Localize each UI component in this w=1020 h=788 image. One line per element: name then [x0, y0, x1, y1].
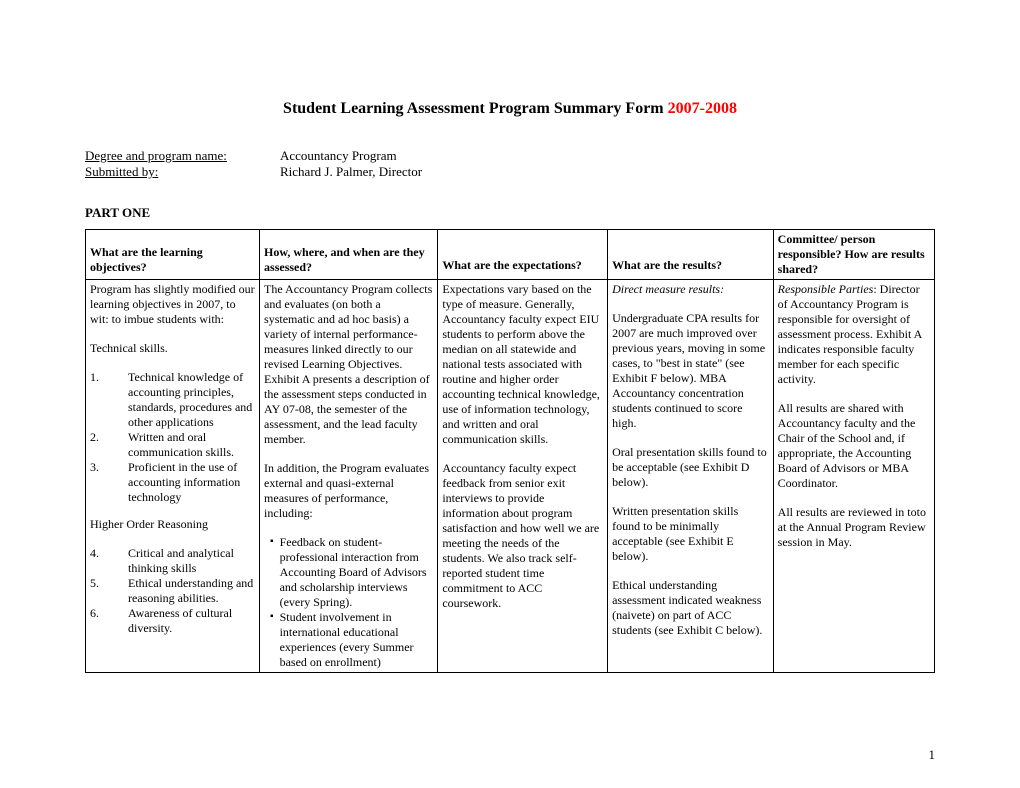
li-text: Critical and analytical thinking skills: [110, 546, 255, 576]
title-main-text: Student Learning Assessment Program Summ…: [283, 100, 668, 117]
list-item: 5.Ethical understanding and reasoning ab…: [90, 576, 255, 606]
bullet-text: Student involvement in international edu…: [280, 610, 434, 670]
header-c5-text: Committee/ person responsible? How are r…: [778, 232, 925, 276]
degree-value: Accountancy Program: [280, 148, 397, 164]
col3-p2: Accountancy faculty expect feedback from…: [442, 461, 603, 611]
col5-p1-text: Director of Accountancy Program is respo…: [778, 282, 922, 386]
body-row: Program has slightly modified our learni…: [86, 280, 935, 673]
col5-p2: All results are shared with Accountancy …: [778, 401, 930, 491]
part-one-heading: PART ONE: [85, 205, 935, 221]
page-number: 1: [929, 747, 936, 763]
cell-results: Direct measure results: Undergraduate CP…: [608, 280, 774, 673]
col1-list-higher: 4.Critical and analytical thinking skill…: [90, 546, 255, 636]
col5-heading-text: Responsible Parties: [778, 282, 874, 296]
col1-higher-heading: Higher Order Reasoning: [90, 517, 255, 532]
li-text: Technical knowledge of accounting princi…: [110, 370, 255, 430]
cell-expectations: Expectations vary based on the type of m…: [438, 280, 608, 673]
meta-block: Degree and program name Accountancy Prog…: [85, 148, 935, 180]
cell-responsible: Responsible Parties: Director of Account…: [773, 280, 934, 673]
title-year-text: 2007-2008: [668, 100, 737, 117]
degree-label: Degree and program name: [85, 148, 280, 164]
li-text: Written and oral communication skills.: [110, 430, 255, 460]
header-c4-text: What are the results?: [612, 258, 722, 272]
header-learning-objectives: What are the learning objectives?: [86, 230, 260, 280]
col3-p1: Expectations vary based on the type of m…: [442, 282, 603, 447]
assessment-table: What are the learning objectives? How, w…: [85, 229, 935, 673]
header-c2-text: How, where, and when are they assessed?: [264, 245, 425, 274]
header-how-assessed: How, where, and when are they assessed?: [260, 230, 438, 280]
col4-heading: Direct measure results:: [612, 282, 769, 297]
submitted-value: Richard J. Palmer, Director: [280, 164, 422, 180]
list-item: 4.Critical and analytical thinking skill…: [90, 546, 255, 576]
meta-row-submitted: Submitted by Richard J. Palmer, Director: [85, 164, 935, 180]
list-item: 1.Technical knowledge of accounting prin…: [90, 370, 255, 430]
cell-how-assessed: The Accountancy Program collects and eva…: [260, 280, 438, 673]
col2-bullets: Feedback on student-professional interac…: [264, 535, 433, 670]
col4-p1: Undergraduate CPA results for 2007 are m…: [612, 311, 769, 431]
header-expectations: What are the expectations?: [438, 230, 608, 280]
col2-p2: In addition, the Program evaluates exter…: [264, 461, 433, 521]
col2-p1: The Accountancy Program collects and eva…: [264, 282, 433, 447]
list-item: Student involvement in international edu…: [270, 610, 433, 670]
list-item: Feedback on student-professional interac…: [270, 535, 433, 610]
meta-row-degree: Degree and program name Accountancy Prog…: [85, 148, 935, 164]
header-responsible: Committee/ person responsible? How are r…: [773, 230, 934, 280]
col4-p3: Written presentation skills found to be …: [612, 504, 769, 564]
li-text: Awareness of cultural diversity.: [110, 606, 255, 636]
li-text: Ethical understanding and reasoning abil…: [110, 576, 255, 606]
header-row: What are the learning objectives? How, w…: [86, 230, 935, 280]
header-c3-text: What are the expectations?: [442, 258, 581, 272]
col5-p0: Responsible Parties: Director of Account…: [778, 282, 930, 387]
list-item: 6.Awareness of cultural diversity.: [90, 606, 255, 636]
header-c1-text: What are the learning objectives?: [90, 245, 203, 274]
col1-list-tech: 1.Technical knowledge of accounting prin…: [90, 370, 255, 505]
col5-p3: All results are reviewed in toto at the …: [778, 505, 930, 550]
col1-intro: Program has slightly modified our learni…: [90, 282, 255, 327]
cell-learning-objectives: Program has slightly modified our learni…: [86, 280, 260, 673]
li-text: Proficient in the use of accounting info…: [110, 460, 255, 505]
submitted-label: Submitted by: [85, 164, 280, 180]
col4-p4: Ethical understanding assessment indicat…: [612, 578, 769, 638]
col4-p2: Oral presentation skills found to be acc…: [612, 445, 769, 490]
list-item: 3.Proficient in the use of accounting in…: [90, 460, 255, 505]
col1-tech-heading: Technical skills.: [90, 341, 255, 356]
header-results: What are the results?: [608, 230, 774, 280]
document-title: Student Learning Assessment Program Summ…: [85, 100, 935, 118]
list-item: 2.Written and oral communication skills.: [90, 430, 255, 460]
bullet-text: Feedback on student-professional interac…: [280, 535, 434, 610]
